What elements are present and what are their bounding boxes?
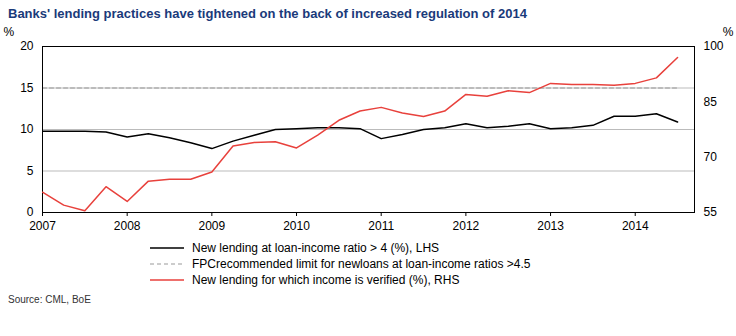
html-text:Source: CML, BoE: Source: CML, BoE (8, 294, 91, 305)
svg-text:2007: 2007 (29, 219, 56, 233)
svg-text:0: 0 (27, 205, 34, 219)
svg-text:55: 55 (704, 205, 718, 219)
svg-text:2008: 2008 (114, 219, 141, 233)
svg-text:15: 15 (20, 81, 34, 95)
svg-text:85: 85 (704, 95, 718, 109)
svg-text:2012: 2012 (453, 219, 480, 233)
svg-text:100: 100 (704, 39, 724, 53)
svg-text:5: 5 (27, 164, 34, 178)
svg-text:20: 20 (20, 39, 34, 53)
svg-text:2014: 2014 (622, 219, 649, 233)
svg-text:2013: 2013 (537, 219, 564, 233)
svg-text:70: 70 (704, 150, 718, 164)
svg-text:2010: 2010 (283, 219, 310, 233)
html-text:New lending at loan-income rat: New lending at loan-income ratio > 4 (%)… (192, 241, 440, 255)
html-text:New lending for which income i: New lending for which income is verified… (192, 273, 460, 287)
svg-text:2011: 2011 (368, 219, 394, 233)
html-text:Banks' lending practices have: Banks' lending practices have tightened … (8, 6, 527, 21)
html-text:FPCrecommended limit for newlo: FPCrecommended limit for newloans at loa… (192, 257, 531, 271)
svg-text:10: 10 (20, 122, 34, 136)
svg-text:%: % (4, 25, 15, 39)
svg-text:2009: 2009 (198, 219, 225, 233)
svg-text:%: % (723, 25, 734, 39)
